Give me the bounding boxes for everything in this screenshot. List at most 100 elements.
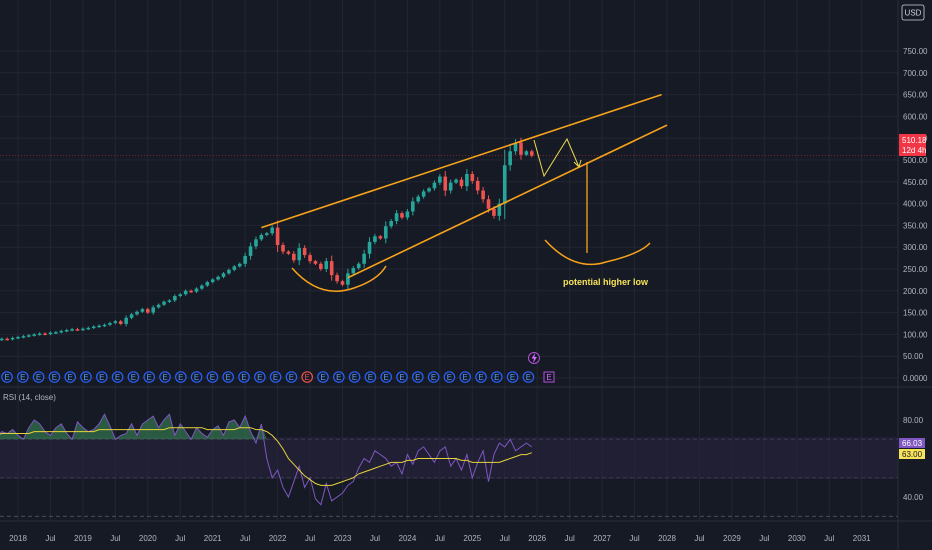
earnings-marker-label: E xyxy=(336,373,341,382)
candle-body xyxy=(232,266,237,270)
earnings-marker[interactable] xyxy=(80,371,92,383)
earnings-marker[interactable] xyxy=(285,371,298,383)
last-price-value: 510.18 xyxy=(902,136,927,145)
earnings-marker[interactable] xyxy=(490,371,503,383)
earnings-marker[interactable] xyxy=(206,371,219,383)
candle-body xyxy=(454,179,458,183)
earnings-marker[interactable] xyxy=(111,371,124,383)
candle-body xyxy=(292,253,296,261)
earnings-marker[interactable] xyxy=(253,371,266,383)
price-tick-label: 450.00 xyxy=(903,178,928,187)
candle-body xyxy=(27,335,31,337)
time-tick-label: 2028 xyxy=(658,534,676,543)
earnings-marker-label: E xyxy=(52,373,57,382)
earnings-marker-label: E xyxy=(241,373,246,382)
price-tick-label: 400.00 xyxy=(903,200,928,209)
earnings-marker[interactable] xyxy=(443,371,456,383)
time-tick-label: Jul xyxy=(694,534,704,543)
earnings-marker[interactable] xyxy=(222,371,234,383)
earnings-marker-label: E xyxy=(384,373,389,382)
candle-body xyxy=(421,191,426,197)
candle-body xyxy=(113,321,118,324)
earnings-marker-label: E xyxy=(178,373,183,382)
candle-body xyxy=(313,261,318,264)
earnings-marker[interactable] xyxy=(301,371,313,383)
earnings-marker[interactable] xyxy=(175,371,187,383)
rsi-value-label: 66.03 xyxy=(899,438,925,448)
earnings-marker[interactable] xyxy=(427,371,440,383)
candle-body xyxy=(324,261,329,269)
earnings-marker-label: E xyxy=(226,373,231,382)
candle-body xyxy=(91,326,96,329)
earnings-marker-label: E xyxy=(83,373,88,382)
earnings-marker[interactable] xyxy=(238,371,250,383)
earnings-marker[interactable] xyxy=(190,371,203,383)
candle-body xyxy=(400,213,404,218)
earnings-marker-label: E xyxy=(257,373,262,382)
annotation-text[interactable]: potential higher low xyxy=(563,277,649,287)
candle-body xyxy=(465,173,469,187)
candle-body xyxy=(5,338,9,341)
earnings-marker[interactable] xyxy=(380,371,392,383)
earnings-marker[interactable] xyxy=(48,371,61,383)
candle-body xyxy=(156,304,161,308)
rsi-title[interactable]: RSI (14, close) xyxy=(3,393,56,402)
time-tick-label: Jul xyxy=(370,534,380,543)
candle-body xyxy=(519,142,523,155)
candle-body xyxy=(513,142,518,152)
candle-body xyxy=(16,337,20,339)
candle-body xyxy=(0,338,4,341)
earnings-marker[interactable] xyxy=(96,371,108,383)
earnings-marker[interactable] xyxy=(317,371,329,383)
time-tick-label: 2029 xyxy=(723,534,741,543)
projection-arrow-head xyxy=(573,159,582,168)
candle-body xyxy=(32,334,37,336)
earnings-marker-label: E xyxy=(447,373,452,382)
candle-body xyxy=(394,213,399,222)
earnings-marker-label: E xyxy=(289,373,294,382)
upcoming-earnings-marker[interactable] xyxy=(543,371,555,383)
candle-body xyxy=(178,294,183,297)
candle-body xyxy=(502,165,507,204)
rsi-pane xyxy=(0,413,533,506)
earnings-marker[interactable] xyxy=(16,371,29,383)
price-tick-label: 200.00 xyxy=(903,287,928,296)
earnings-marker[interactable] xyxy=(127,371,140,383)
earnings-marker[interactable] xyxy=(32,371,45,383)
earnings-marker[interactable] xyxy=(364,371,377,383)
earnings-marker[interactable] xyxy=(143,371,155,383)
earnings-marker[interactable] xyxy=(522,371,535,383)
earnings-marker[interactable] xyxy=(411,371,424,383)
currency-button[interactable]: USD xyxy=(901,4,925,21)
candle-body xyxy=(286,251,291,254)
candle-body xyxy=(448,182,453,191)
earnings-marker[interactable] xyxy=(64,371,76,383)
candle-body xyxy=(48,332,53,335)
candle-body xyxy=(221,273,226,277)
candle-body xyxy=(270,227,274,234)
earnings-marker[interactable] xyxy=(396,371,408,383)
time-axis[interactable]: 2018 Jul 2019 Jul 2020 Jul 2021 Jul 2022 Jul 2023 J… xyxy=(9,534,871,543)
candle-body xyxy=(97,325,101,328)
earnings-marker[interactable] xyxy=(348,371,361,383)
earnings-marker[interactable] xyxy=(269,371,282,383)
earnings-marker[interactable] xyxy=(506,371,519,383)
candle-body xyxy=(367,241,372,254)
candle-body xyxy=(162,301,166,305)
candle-body xyxy=(259,234,264,240)
earnings-marker[interactable] xyxy=(1,371,13,383)
earnings-marker[interactable] xyxy=(459,371,471,383)
earnings-marker-label: E xyxy=(162,373,167,382)
price-tick-label: 250.00 xyxy=(903,265,928,274)
candle-body xyxy=(459,179,464,187)
earnings-marker[interactable] xyxy=(475,371,487,383)
earnings-marker[interactable] xyxy=(332,371,345,383)
candle-body xyxy=(362,253,366,264)
candle-body xyxy=(43,333,47,336)
last-price-badge xyxy=(899,134,926,156)
candle-body xyxy=(146,309,150,313)
upcoming-earnings-label: E xyxy=(546,373,551,382)
earnings-marker[interactable] xyxy=(159,371,171,383)
